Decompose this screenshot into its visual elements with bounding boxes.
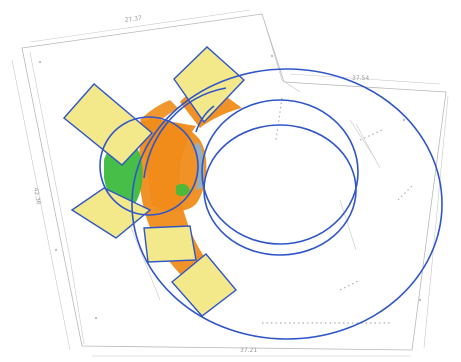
green-spot: [176, 183, 190, 197]
small-circle: [99, 116, 199, 216]
mark-dot-1: [38, 60, 42, 64]
hatch-line-c: [339, 199, 357, 251]
pad-bottom: [170, 253, 238, 317]
pad-left: [70, 187, 152, 239]
inner-circle-upper: [201, 99, 359, 245]
mark-dot-3: [402, 118, 406, 122]
hatch-line-b: [355, 123, 381, 169]
arc-inner-left: [143, 87, 227, 179]
inner-circle-lower: [203, 124, 357, 256]
dotted-guide-far-right: [397, 185, 413, 201]
yellow-pads: [62, 46, 246, 317]
mark-dot-4: [94, 316, 98, 320]
right-dimension-line: [289, 73, 441, 85]
orange-sliver-top-left: [140, 100, 178, 132]
pad-top: [173, 46, 246, 124]
arc-notch: [195, 105, 215, 133]
dimension-label-left: 42.36: [32, 187, 42, 205]
mark-dot-2: [270, 54, 274, 58]
blue-outlines: [99, 68, 443, 340]
dotted-guide-lower: [339, 279, 361, 291]
orange-circle-fill: [140, 119, 207, 211]
dotted-guide-right: [359, 129, 383, 141]
left-edge-line: [29, 51, 85, 345]
pad-bottom-center: [143, 225, 197, 263]
large-outer-circle: [131, 68, 443, 340]
sheet-outline: [11, 9, 449, 357]
mark-dot-5: [418, 298, 422, 302]
dimension-labels: 27.37 37.54 42.36 37.21: [32, 15, 369, 354]
left-dimension-line: [11, 59, 71, 351]
dimension-label-bottom: 37.21: [240, 347, 257, 354]
dimension-label-top: 27.37: [124, 15, 142, 24]
far-right-line: [423, 95, 449, 349]
top-notch-line: [261, 13, 301, 93]
faint-marks: [38, 54, 422, 320]
mark-dot-6: [54, 248, 58, 252]
dotted-guide-top: [275, 97, 283, 141]
dimension-label-right: 37.54: [352, 75, 369, 82]
sheet-boundary: [21, 13, 447, 351]
top-dimension-line: [29, 9, 251, 43]
